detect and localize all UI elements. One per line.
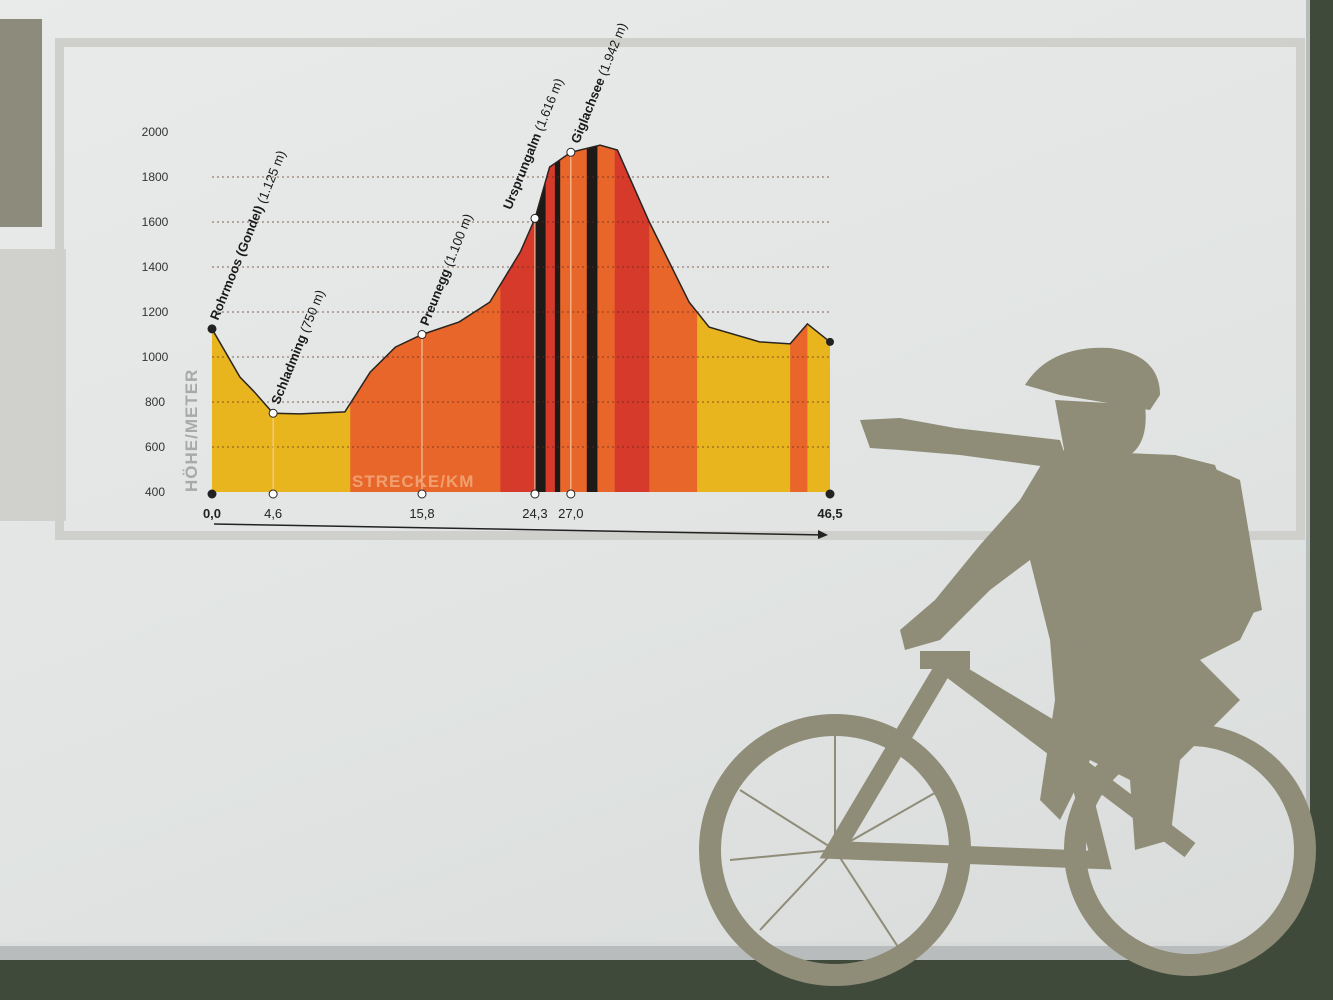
gradient-band xyxy=(649,145,698,492)
x-tick-label: 27,0 xyxy=(558,506,583,521)
gradient-band xyxy=(614,145,650,492)
waypoint-name: Preunegg xyxy=(417,263,455,328)
y-tick-label: 1600 xyxy=(142,215,169,229)
waypoint-dot xyxy=(530,489,540,499)
y-tick-label: 2000 xyxy=(142,125,169,139)
gradient-band xyxy=(560,145,588,492)
y-tick-label: 400 xyxy=(145,485,165,499)
gradient-band xyxy=(790,145,808,492)
y-tick-label: 800 xyxy=(145,395,165,409)
waypoint-marker xyxy=(268,408,278,418)
x-tick-label: 15,8 xyxy=(409,506,434,521)
endpoint-dot xyxy=(207,489,217,499)
distance-arrow xyxy=(213,523,826,536)
gradient-band xyxy=(554,145,561,492)
endpoint-dot xyxy=(826,337,834,346)
endpoint-dot xyxy=(208,324,216,333)
waypoint-name: Ursprungalm xyxy=(500,128,546,212)
x-tick-label: 0,0 xyxy=(203,506,221,521)
x-tick-label: 24,3 xyxy=(522,506,547,521)
endpoint-dot xyxy=(825,489,835,499)
y-tick-label: 600 xyxy=(145,440,165,454)
grid-lines xyxy=(212,176,830,448)
chart-frame xyxy=(55,38,1305,540)
waypoint-marker xyxy=(530,213,540,223)
waypoint-dot xyxy=(566,489,576,499)
gray-panel-top xyxy=(0,19,42,227)
gradient-band xyxy=(545,145,556,492)
gradient-band xyxy=(586,145,598,492)
arrow-head-icon xyxy=(818,530,828,539)
waypoint-label: Rohrmoos (Gondel) (1.125 m) xyxy=(207,148,289,322)
y-tick-label: 1800 xyxy=(142,170,169,184)
waypoint-marker xyxy=(566,147,576,157)
waypoint-elevation: (1.942 m) xyxy=(595,20,630,77)
waypoint-elevation: (1.616 m) xyxy=(531,76,566,133)
waypoint-dot xyxy=(417,489,427,499)
waypoint-name: Rohrmoos (Gondel) xyxy=(207,200,268,322)
x-axis-label: STRECKE/KM xyxy=(352,472,474,491)
waypoint-marker xyxy=(417,330,427,339)
y-axis: 400 600 800 1000 1200 1400 1600 1800 2000 xyxy=(142,125,169,499)
gradient-band xyxy=(697,145,791,492)
waypoint-dot xyxy=(268,489,278,499)
waypoint-label: Schladming (750 m) xyxy=(268,288,328,407)
gradient-band xyxy=(807,145,830,492)
x-tick-label: 46,5 xyxy=(817,506,842,521)
y-tick-label: 1200 xyxy=(142,305,169,319)
waypoint-name: Giglachsee xyxy=(568,72,609,145)
y-tick-label: 1400 xyxy=(142,260,169,274)
y-axis-label: HÖHE/METER xyxy=(182,369,201,492)
waypoint-name: Schladming xyxy=(268,329,311,406)
x-axis: 0,0 4,6 15,8 24,3 27,0 46,5 xyxy=(203,152,843,521)
gradient-band xyxy=(597,145,616,492)
waypoint-label: Preunegg (1.100 m) xyxy=(417,211,476,327)
waypoint-elevation: (1.100 m) xyxy=(441,211,476,268)
x-tick-label: 4,6 xyxy=(264,506,282,521)
waypoint-elevation: (750 m) xyxy=(297,288,328,335)
elevation-outline xyxy=(211,144,831,415)
y-tick-label: 1000 xyxy=(142,350,169,364)
gradient-band xyxy=(534,145,547,492)
waypoint-label: Giglachsee (1.942 m) xyxy=(568,20,630,145)
gradient-band xyxy=(350,145,501,492)
